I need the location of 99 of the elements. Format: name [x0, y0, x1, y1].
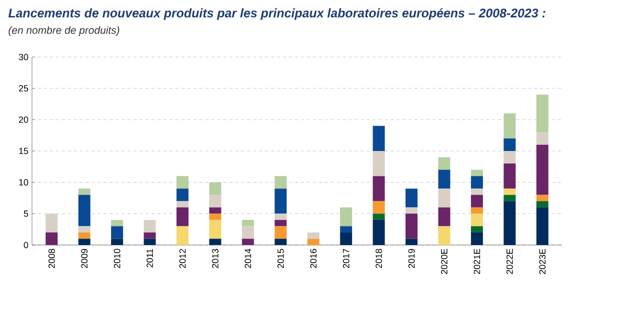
- bar: [78, 188, 90, 195]
- bar: [504, 151, 516, 164]
- bar: [470, 226, 483, 232]
- bar: [406, 238, 418, 245]
- x-tick-label: 2015: [277, 248, 284, 268]
- bar: [274, 238, 287, 245]
- bar: [242, 220, 254, 226]
- bar: [372, 201, 385, 214]
- bar: [470, 207, 483, 214]
- bar: [406, 188, 418, 208]
- x-tick-label: 2018: [376, 248, 382, 268]
- bar: [504, 138, 516, 151]
- y-tick-label: 15: [19, 148, 28, 154]
- x-tick-label: 2012: [179, 248, 186, 268]
- bar: [242, 238, 254, 245]
- bar: [504, 194, 516, 202]
- bar: [504, 188, 516, 195]
- bar: [78, 226, 90, 232]
- bar: [504, 201, 516, 245]
- x-tick-label: 2016: [310, 248, 317, 268]
- bar: [242, 226, 254, 239]
- bar: [504, 164, 516, 189]
- bar: [176, 201, 188, 208]
- x-tick-label: 2023E: [539, 248, 546, 274]
- bar: [470, 232, 483, 245]
- bar: [372, 220, 385, 245]
- bar: [340, 226, 352, 232]
- bar: [111, 220, 124, 226]
- x-tick-label: 2022E: [506, 248, 513, 274]
- bar: [209, 207, 222, 214]
- x-tick-label: 2008: [48, 248, 55, 268]
- bar: [274, 220, 287, 226]
- bar: [176, 226, 188, 245]
- x-tick-label: 2019: [408, 248, 415, 268]
- bar: [78, 238, 90, 245]
- bar: [274, 226, 287, 239]
- bar: [78, 232, 90, 239]
- bar: [536, 94, 548, 132]
- chart-subtitle: (en nombre de produits): [8, 26, 120, 36]
- y-tick-label: 25: [18, 85, 28, 92]
- bar: [111, 238, 124, 245]
- bar: [209, 220, 222, 239]
- bar: [470, 170, 483, 176]
- bar: [470, 194, 483, 208]
- chart-title: Lancements de nouveaux produits par les principaux laboratoires européens – 2008-2023 :: [8, 8, 546, 20]
- bar: [438, 188, 450, 208]
- bar: [176, 176, 188, 189]
- bar: [111, 226, 124, 239]
- bar: [274, 214, 287, 220]
- bar: [46, 232, 58, 245]
- y-tick-label: 30: [18, 54, 28, 60]
- bar: [340, 207, 352, 226]
- x-tick-label: 2013: [212, 248, 218, 268]
- bar: [209, 214, 222, 220]
- y-tick-label: 20: [18, 116, 28, 123]
- x-tick-label: 2010: [114, 248, 120, 268]
- bar: [536, 144, 548, 195]
- bar: [438, 207, 450, 226]
- bar: [372, 126, 385, 151]
- bar: [438, 157, 450, 170]
- bar: [144, 232, 156, 239]
- bar: [470, 176, 483, 189]
- bar: [340, 232, 352, 245]
- bar: [504, 113, 516, 138]
- y-tick-label: 5: [24, 210, 28, 217]
- bar: [144, 238, 156, 245]
- bar: [372, 176, 385, 202]
- bar: [536, 194, 548, 202]
- bar: [438, 226, 450, 245]
- bar: [176, 188, 188, 202]
- bar: [176, 207, 188, 226]
- y-tick-label: 0: [24, 242, 28, 248]
- bar: [46, 214, 58, 232]
- bar: [307, 232, 320, 239]
- bar: [406, 207, 418, 214]
- bar: [470, 188, 483, 195]
- x-tick-label: 2021E: [474, 248, 480, 274]
- bar: [372, 151, 385, 176]
- bar: [209, 194, 222, 208]
- bar: [406, 214, 418, 239]
- bar: [536, 132, 548, 145]
- bar: [209, 182, 222, 195]
- bar: [78, 194, 90, 226]
- x-tick-label: 2020E: [441, 248, 448, 274]
- bar: [470, 214, 483, 226]
- bar: [274, 176, 287, 189]
- x-tick-label: 2011: [146, 248, 153, 268]
- bar: [536, 207, 548, 245]
- bar: [536, 201, 548, 208]
- bar: [209, 238, 222, 245]
- bar: [438, 170, 450, 189]
- x-tick-label: 2014: [244, 248, 252, 268]
- x-tick-label: 2009: [81, 248, 88, 268]
- y-tick-label: 10: [19, 179, 28, 186]
- x-tick-label: 2017: [342, 248, 350, 268]
- bar: [372, 214, 385, 220]
- bar: [144, 220, 156, 232]
- bar: [274, 188, 287, 214]
- bar: [307, 238, 320, 245]
